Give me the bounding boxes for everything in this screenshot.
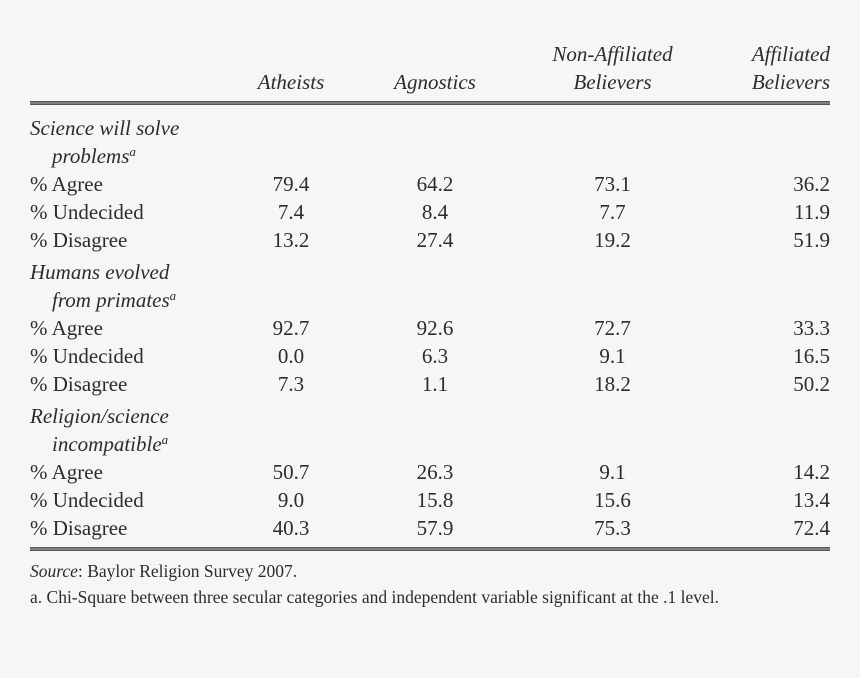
col-header-line: Non-Affiliated [552, 42, 673, 66]
table-row: % Agree 79.4 64.2 73.1 36.2 [30, 170, 830, 198]
cell-value: 11.9 [794, 200, 830, 224]
cell-value: 72.4 [793, 516, 830, 540]
table-row: % Undecided 0.0 6.3 9.1 16.5 [30, 342, 830, 370]
cell-value: 40.3 [272, 516, 310, 540]
cell-value: 15.6 [594, 488, 631, 512]
row-label: % Agree [30, 316, 103, 340]
table-row: % Agree 50.7 26.3 9.1 14.2 [30, 458, 830, 486]
row-label: % Undecided [30, 200, 144, 224]
cell-value: 13.4 [793, 488, 830, 512]
source-label: Source [30, 561, 78, 581]
cell-value: 13.2 [272, 228, 310, 252]
cell-value: 79.4 [272, 172, 310, 196]
footnote-marker: a [161, 432, 169, 447]
table-header-row: Atheists Agnostics Non-Affiliated Believ… [30, 40, 830, 96]
cell-value: 27.4 [416, 228, 454, 252]
cell-value: 92.6 [416, 316, 454, 340]
group-label-humans-evolved-line2: from primatesa [30, 286, 830, 314]
table-bottom-rule [30, 547, 830, 551]
group-label-religion-science-line2: incompatiblea [30, 430, 830, 458]
group-label-humans-evolved: Humans evolved [30, 260, 170, 284]
table-row: % Disagree 13.2 27.4 19.2 51.9 [30, 226, 830, 254]
row-label: % Disagree [30, 516, 128, 540]
cell-value: 36.2 [793, 172, 830, 196]
col-header-non-affiliated-believers: Non-Affiliated Believers [525, 40, 700, 96]
cell-value: 19.2 [594, 228, 631, 252]
cell-value: 50.2 [793, 372, 830, 396]
cell-value: 14.2 [793, 460, 830, 484]
source-note: Source: Baylor Religion Survey 2007. [30, 558, 830, 584]
footnote-marker: a [129, 144, 136, 159]
cell-value: 6.3 [421, 344, 449, 368]
row-label: % Undecided [30, 344, 144, 368]
table-body: Science will solve problemsa % Agree 79.… [30, 114, 830, 542]
cell-value: 18.2 [594, 372, 631, 396]
table-top-rule [30, 101, 830, 105]
source-text: : Baylor Religion Survey 2007. [77, 561, 298, 581]
table-row: % Undecided 9.0 15.8 15.6 13.4 [30, 486, 830, 514]
cell-value: 7.7 [599, 200, 626, 224]
group-label-science-will-solve-line2: problemsa [30, 142, 830, 170]
table-row: % Undecided 7.4 8.4 7.7 11.9 [30, 198, 830, 226]
table-row: % Agree 92.7 92.6 72.7 33.3 [30, 314, 830, 342]
group-label-science-will-solve: Science will solve [30, 116, 180, 140]
cell-value: 1.1 [421, 372, 449, 396]
group-label-text: problems [52, 144, 130, 168]
chi-square-note: a. Chi-Square between three secular cate… [30, 587, 720, 607]
group-label-text: from primates [52, 288, 170, 312]
cell-value: 57.9 [416, 516, 454, 540]
col-header-atheists: Atheists [257, 70, 325, 94]
cell-value: 7.4 [277, 200, 305, 224]
table-row: % Disagree 40.3 57.9 75.3 72.4 [30, 514, 830, 542]
row-label: % Disagree [30, 228, 128, 252]
cell-value: 15.8 [416, 488, 454, 512]
cell-value: 92.7 [272, 316, 310, 340]
cell-value: 50.7 [272, 460, 310, 484]
group-label-religion-science: Religion/science [30, 404, 169, 428]
cell-value: 64.2 [416, 172, 454, 196]
cell-value: 9.1 [599, 460, 626, 484]
cell-value: 51.9 [793, 228, 830, 252]
cell-value: 75.3 [594, 516, 631, 540]
row-label: % Disagree [30, 372, 128, 396]
cell-value: 7.3 [277, 372, 305, 396]
cell-value: 33.3 [793, 316, 830, 340]
cell-value: 26.3 [416, 460, 454, 484]
col-header-affiliated-believers: Affiliated Believers [700, 40, 830, 96]
row-label: % Agree [30, 172, 103, 196]
table-footnotes: Source: Baylor Religion Survey 2007. a. … [30, 558, 830, 610]
cell-value: 73.1 [594, 172, 631, 196]
row-label: % Undecided [30, 488, 144, 512]
cell-value: 0.0 [277, 344, 305, 368]
cell-value: 16.5 [793, 344, 830, 368]
col-header-line: Believers [573, 70, 652, 94]
group-label-text: incompatible [52, 432, 162, 456]
table-content: Atheists Agnostics Non-Affiliated Believ… [30, 0, 830, 610]
col-header-agnostics: Agnostics [394, 70, 476, 94]
col-header-line: Believers [751, 70, 830, 94]
table-row: % Disagree 7.3 1.1 18.2 50.2 [30, 370, 830, 398]
cell-value: 9.0 [277, 488, 305, 512]
col-header-line: Affiliated [751, 42, 830, 66]
cell-value: 9.1 [599, 344, 626, 368]
footnote-marker: a [169, 288, 177, 303]
row-label: % Agree [30, 460, 103, 484]
cell-value: 8.4 [421, 200, 449, 224]
cell-value: 72.7 [594, 316, 631, 340]
